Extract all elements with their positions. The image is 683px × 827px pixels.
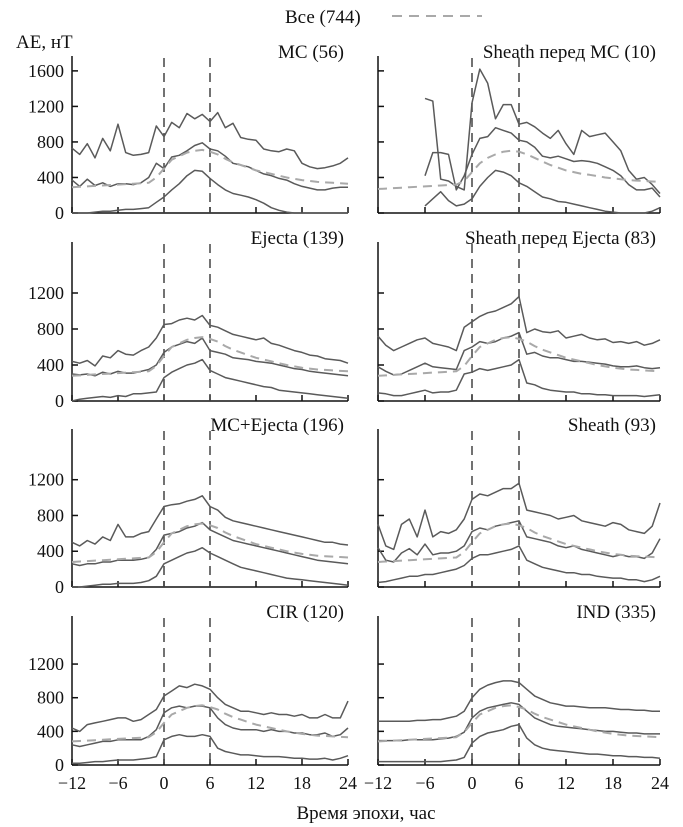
panel-title: MC+Ejecta (196): [210, 415, 344, 436]
series-line-upper: [424, 68, 661, 194]
panel: Sheath (93): [377, 415, 661, 588]
reference-line-all: [71, 148, 349, 189]
series-line-upper: [378, 680, 660, 723]
y-tick-label: 400: [37, 167, 64, 187]
panel-title: Sheath (93): [568, 415, 656, 436]
panel: Sheath перед MC (10): [377, 42, 661, 214]
y-tick-label: 0: [55, 755, 64, 775]
panel: 0 400 800 1200 1600 MC (56): [28, 42, 349, 223]
y-axis-title: АЕ, нТ: [16, 32, 73, 53]
y-tick-label: 0: [55, 203, 64, 223]
series-line-lower: [72, 733, 349, 765]
x-axis-title: Время эпохи, час: [296, 803, 435, 824]
y-tick-label: 400: [37, 355, 64, 375]
y-tick-label: 800: [37, 319, 64, 339]
x-tick-label: 18: [604, 773, 622, 793]
x-tick-label: 18: [293, 773, 311, 793]
series-line-upper: [71, 314, 349, 367]
series-line-median: [377, 331, 661, 376]
x-tick-label: 0: [160, 773, 169, 793]
series-line-lower: [71, 358, 349, 402]
panel-title: Sheath перед Ejecta (83): [465, 228, 656, 249]
series-line-median: [71, 337, 349, 377]
x-tick-label: 12: [557, 773, 575, 793]
series-line-upper: [71, 111, 349, 170]
reference-line-all: [377, 522, 661, 563]
series-line-median: [424, 126, 661, 198]
x-tick-label: −6: [108, 773, 127, 793]
series-line-lower: [378, 723, 661, 763]
legend: Все (744): [285, 7, 482, 28]
x-tick-label: −12: [364, 773, 392, 793]
panel-title: Ejecta (139): [251, 228, 344, 249]
panel-title: CIR (120): [266, 602, 344, 623]
y-tick-label: 0: [55, 577, 64, 597]
y-tick-label: 800: [37, 505, 64, 525]
panel: 0 400 800 1200 MC+Ejecta (196): [28, 415, 349, 597]
x-tick-label: 12: [247, 773, 265, 793]
panel-title: MC (56): [278, 42, 344, 63]
panel: −12 −6 0 6 12 18 24 IND (335): [364, 602, 669, 793]
y-tick-label: 1200: [28, 96, 64, 116]
x-tick-label: −6: [415, 773, 434, 793]
y-tick-label: 800: [37, 688, 64, 708]
x-tick-label: −12: [58, 773, 86, 793]
panel: Sheath перед Ejecta (83): [377, 228, 661, 402]
series-line-lower: [72, 546, 349, 588]
y-tick-label: 1200: [28, 283, 64, 303]
series-line-upper: [377, 295, 661, 352]
series-line-upper: [377, 482, 661, 551]
y-tick-label: 0: [55, 391, 64, 411]
x-tick-label: 6: [515, 773, 524, 793]
series-line-lower: [377, 545, 661, 584]
series-line-lower: [72, 169, 348, 214]
y-tick-label: 800: [37, 132, 64, 152]
reference-line-all: [71, 522, 349, 563]
series-line-upper: [71, 683, 349, 733]
y-tick-label: 1600: [28, 61, 64, 81]
y-tick-label: 400: [37, 721, 64, 741]
x-tick-label: 24: [339, 773, 357, 793]
x-tick-label: 24: [651, 773, 669, 793]
panel-title: IND (335): [576, 602, 656, 623]
panel: 0 400 800 1200 Ejecta (139): [28, 228, 349, 411]
panel-title: Sheath перед MC (10): [483, 42, 656, 63]
reference-line-all: [71, 336, 349, 377]
legend-label: Все (744): [285, 7, 361, 28]
x-tick-label: 0: [468, 773, 477, 793]
series-line-lower: [377, 358, 661, 398]
y-tick-label: 1200: [28, 470, 64, 490]
series-line-median: [377, 520, 661, 563]
y-tick-label: 1200: [28, 654, 64, 674]
reference-line-all: [377, 149, 661, 190]
series-line-upper: [71, 495, 349, 547]
reference-line-all: [377, 704, 661, 743]
reference-line-all: [71, 704, 349, 743]
series-line-lower: [424, 169, 661, 214]
y-tick-label: 400: [37, 541, 64, 561]
x-tick-label: 6: [206, 773, 215, 793]
panel: 0 400 800 1200 −12 −6 0 6 12 18 24 CIR (120): [28, 602, 357, 793]
reference-line-all: [377, 336, 661, 377]
